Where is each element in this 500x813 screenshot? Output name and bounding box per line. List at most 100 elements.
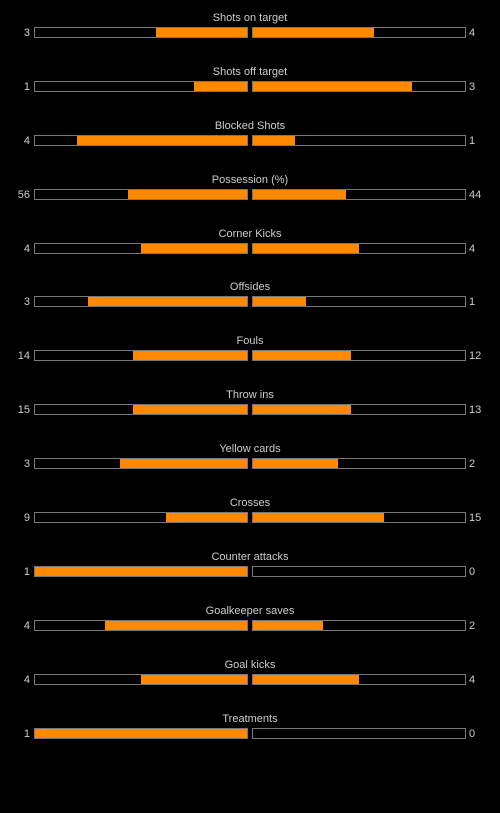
away-value: 0 — [469, 565, 476, 578]
away-bar-fill — [253, 674, 359, 684]
home-bar-fill — [77, 135, 247, 145]
home-value: 14 — [17, 350, 30, 363]
away-value: 13 — [469, 404, 482, 417]
stat-row: Possession (%) 56 44 — [0, 162, 500, 216]
stat-label: Possession (%) — [211, 173, 289, 186]
away-value: 0 — [469, 727, 476, 740]
home-bar-fill — [141, 674, 247, 684]
home-value: 4 — [23, 134, 30, 147]
away-bar — [252, 512, 466, 524]
stat-row: Treatments 1 0 — [0, 701, 500, 755]
home-value: 4 — [23, 673, 30, 686]
stat-row: Offsides 3 1 — [0, 269, 500, 323]
away-bar — [252, 350, 466, 362]
home-bar-fill — [104, 620, 247, 630]
away-bar — [252, 727, 466, 739]
away-value: 44 — [469, 188, 482, 201]
away-bar-fill — [253, 243, 359, 253]
home-bar — [34, 565, 248, 577]
away-bar-fill — [253, 297, 306, 307]
away-bar — [252, 565, 466, 577]
home-bar — [34, 619, 248, 631]
away-value: 2 — [469, 619, 476, 632]
stat-row: Crosses 9 15 — [0, 485, 500, 539]
stat-label: Fouls — [236, 335, 264, 348]
home-value: 3 — [23, 458, 30, 471]
away-bar — [252, 80, 466, 92]
stat-label: Crosses — [229, 497, 271, 510]
stat-label: Yellow cards — [219, 443, 281, 456]
away-bar-fill — [253, 81, 412, 91]
stat-label: Corner Kicks — [218, 227, 282, 240]
away-bar — [252, 134, 466, 146]
away-value: 4 — [469, 673, 476, 686]
home-bar-fill — [35, 566, 247, 576]
away-bar — [252, 673, 466, 685]
stat-row: Shots on target 3 4 — [0, 0, 500, 54]
home-bar — [34, 673, 248, 685]
stat-label: Goalkeeper saves — [205, 604, 295, 617]
away-bar-fill — [253, 405, 351, 415]
away-bar — [252, 404, 466, 416]
away-value: 3 — [469, 80, 476, 93]
home-value: 3 — [23, 296, 30, 309]
home-bar — [34, 727, 248, 739]
home-bar — [34, 512, 248, 524]
stat-row: Shots off target 1 3 — [0, 54, 500, 108]
home-bar-fill — [166, 513, 247, 523]
home-bar — [34, 296, 248, 308]
away-bar — [252, 619, 466, 631]
home-bar — [34, 242, 248, 254]
home-bar-fill — [132, 405, 247, 415]
away-bar-fill — [253, 189, 347, 199]
home-bar — [34, 350, 248, 362]
home-bar — [34, 27, 248, 38]
stat-label: Shots on target — [212, 12, 288, 24]
stat-row: Goal kicks 4 4 — [0, 647, 500, 701]
home-bar — [34, 458, 248, 470]
stat-label: Throw ins — [226, 389, 274, 402]
away-value: 4 — [469, 242, 476, 255]
stat-row: Corner Kicks 4 4 — [0, 216, 500, 270]
home-value: 56 — [17, 188, 30, 201]
stat-label: Shots off target — [212, 65, 288, 78]
away-bar — [252, 27, 466, 38]
home-value: 1 — [23, 727, 30, 740]
home-bar — [34, 134, 248, 146]
away-value: 2 — [469, 458, 476, 471]
stat-row: Fouls 14 12 — [0, 323, 500, 377]
away-bar-fill — [253, 459, 338, 469]
stat-label: Blocked Shots — [214, 119, 286, 132]
home-bar — [34, 80, 248, 92]
home-value: 9 — [23, 512, 30, 525]
stat-row: Counter attacks 1 0 — [0, 539, 500, 593]
stat-row: Yellow cards 3 2 — [0, 431, 500, 485]
away-bar-fill — [253, 513, 385, 523]
away-bar-fill — [253, 28, 374, 37]
away-value: 1 — [469, 134, 476, 147]
away-bar-fill — [253, 135, 296, 145]
home-bar-fill — [194, 81, 247, 91]
home-value: 3 — [23, 27, 30, 39]
stat-label: Goal kicks — [224, 658, 276, 671]
home-value: 4 — [23, 242, 30, 255]
home-bar-fill — [132, 351, 247, 361]
home-bar-fill — [119, 459, 247, 469]
stat-row: Throw ins 15 13 — [0, 377, 500, 431]
away-bar — [252, 458, 466, 470]
stat-label: Offsides — [229, 281, 271, 294]
match-stats-list: Shots on target 3 4 Shots off target 1 3 Block… — [0, 0, 500, 755]
away-value: 15 — [469, 512, 482, 525]
away-value: 1 — [469, 296, 476, 309]
away-bar — [252, 296, 466, 308]
stat-label: Treatments — [222, 712, 278, 725]
home-value: 15 — [17, 404, 30, 417]
away-bar — [252, 242, 466, 254]
away-value: 4 — [469, 27, 476, 39]
home-bar-fill — [155, 28, 247, 37]
home-value: 1 — [23, 80, 30, 93]
home-bar-fill — [128, 189, 247, 199]
stat-label: Counter attacks — [211, 550, 289, 563]
home-bar-fill — [35, 728, 247, 738]
home-bar-fill — [141, 243, 247, 253]
